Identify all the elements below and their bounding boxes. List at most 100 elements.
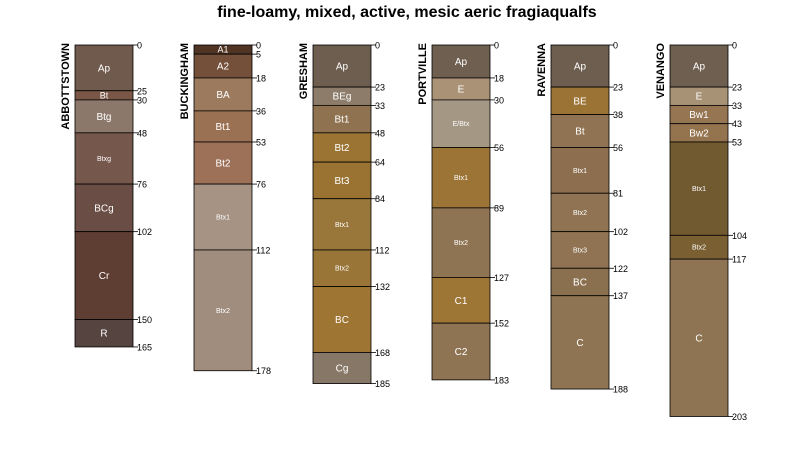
depth-label: 36	[256, 106, 266, 116]
horizon-label: Bt1	[215, 122, 230, 133]
depth-label: 64	[375, 158, 385, 168]
depth-label: 84	[375, 194, 385, 204]
horizon-label: Btx2	[335, 266, 349, 273]
horizon-label: Bt2	[334, 143, 349, 154]
horizon-label: Ap	[98, 63, 111, 74]
horizon-rect	[550, 86, 610, 115]
horizon-rect	[74, 319, 134, 348]
horizon-label: Btx2	[454, 240, 468, 247]
profile-name: GRESHAM	[298, 43, 310, 99]
horizon-label: Btx3	[573, 247, 587, 254]
horizon-label: Bw1	[689, 110, 709, 121]
depth-label: 0	[375, 41, 380, 51]
horizon-label: Btx1	[216, 214, 230, 221]
profile-name: ABBOTTSTOWN	[60, 43, 72, 130]
depth-label: 117	[732, 255, 746, 265]
horizon-label: Bt	[100, 90, 109, 100]
horizon-rect	[312, 352, 372, 384]
chart-title: fine-loamy, mixed, active, mesic aeric f…	[217, 4, 597, 21]
horizon-label: E	[696, 92, 703, 103]
horizon-rect	[312, 198, 372, 251]
soil-profile-ravenna: RAVENNA Ap 0 BE 23 Bt 38 Btx1 56 Btx2 81 Btx3 102 BC 1…	[536, 41, 628, 395]
horizon-label: Bt1	[334, 115, 349, 126]
profile-name: RAVENNA	[536, 43, 548, 97]
depth-label: 137	[613, 291, 628, 301]
depth-label: 122	[613, 264, 628, 274]
horizon-rect	[550, 231, 610, 269]
horizon-label: Btx1	[335, 222, 349, 229]
depth-label: 188	[613, 385, 628, 395]
depth-label: 152	[494, 319, 509, 329]
soil-profile-buckingham: BUCKINGHAM A1 0 A2 5 BA 18 Bt1 36 Bt2 53 Btx1 76 Btx2…	[179, 41, 271, 377]
depth-label: 132	[375, 282, 390, 292]
depth-label: 165	[137, 342, 152, 352]
depth-label: 168	[375, 348, 390, 358]
depth-label: 53	[256, 137, 266, 147]
depth-label: 76	[256, 180, 266, 190]
horizon-label: Btxg	[97, 156, 111, 163]
horizon-label: Btx2	[573, 210, 587, 217]
horizon-rect	[74, 231, 134, 320]
horizon-rect	[431, 99, 491, 148]
depth-label: 102	[137, 227, 152, 237]
horizon-label: BC	[335, 315, 349, 326]
horizon-label: E/Btx	[453, 121, 470, 128]
horizon-rect	[312, 44, 372, 88]
depth-label: 89	[494, 203, 504, 213]
depth-label: 127	[494, 273, 509, 283]
horizon-label: Cg	[336, 363, 349, 374]
horizon-label: BE	[573, 96, 587, 107]
depth-label: 53	[732, 137, 742, 147]
horizon-rect	[550, 192, 610, 233]
horizon-rect	[312, 286, 372, 353]
horizon-label: E	[458, 84, 465, 95]
soil-profile-gresham: GRESHAM Ap 0 BEg 23 Bt1 33 Bt2 48 Bt3 64 Btx1 84 Btx2…	[298, 41, 390, 390]
depth-label: 25	[137, 86, 147, 96]
horizon-label: Ap	[574, 62, 587, 73]
depth-label: 0	[494, 41, 499, 51]
depth-label: 104	[732, 231, 747, 241]
depth-label: 183	[494, 375, 509, 385]
horizon-rect	[312, 249, 372, 287]
depth-label: 18	[494, 73, 504, 83]
horizon-label: Ap	[455, 57, 468, 68]
horizon-label: BCg	[94, 203, 113, 214]
depth-label: 30	[494, 95, 504, 105]
horizon-label: Bt2	[215, 159, 230, 170]
horizon-label: A1	[217, 45, 228, 55]
profile-name: BUCKINGHAM	[179, 43, 191, 119]
horizon-label: Btx1	[573, 168, 587, 175]
horizon-label: Bt3	[334, 176, 349, 187]
horizon-rect	[550, 267, 610, 297]
depth-label: 5	[256, 50, 261, 60]
horizon-label: Btx1	[692, 186, 706, 193]
horizon-rect	[193, 183, 253, 251]
horizon-label: Ap	[336, 62, 349, 73]
horizon-rect	[669, 258, 729, 417]
soil-profile-portville: PORTVILLE Ap 0 E 18 E/Btx 30 Btx1 56 Btx2 89 C1 127 C…	[417, 41, 509, 386]
depth-label: 23	[613, 83, 623, 93]
depth-label: 102	[613, 227, 628, 237]
horizon-label: Btg	[96, 112, 111, 123]
horizon-rect	[74, 183, 134, 233]
horizon-label: Btx2	[216, 308, 230, 315]
horizon-rect	[193, 141, 253, 185]
depth-label: 23	[375, 83, 385, 93]
depth-label: 81	[613, 189, 623, 199]
horizon-rect	[312, 132, 372, 163]
horizon-label: BA	[216, 90, 230, 101]
depth-label: 185	[375, 379, 390, 389]
soil-profile-venango: VENANGO Ap 0 E 23 Bw1 33 Bw2 43 Btx1 53 Btx2 104 C 117…	[655, 41, 747, 422]
depth-label: 56	[613, 143, 623, 153]
depth-label: 0	[732, 41, 737, 51]
depth-label: 48	[375, 128, 385, 138]
horizon-rect	[193, 249, 253, 372]
horizon-rect	[431, 147, 491, 209]
horizon-rect	[74, 132, 134, 185]
soil-profile-abbottstown: ABBOTTSTOWN Ap 0 Bt 25 Btg 30 Btxg 48 BCg 76 Cr 102 R…	[60, 41, 152, 353]
horizon-label: C	[576, 338, 583, 349]
depth-label: 30	[137, 95, 147, 105]
depth-label: 38	[613, 110, 623, 120]
depth-label: 150	[137, 315, 152, 325]
profile-name: VENANGO	[655, 43, 667, 99]
